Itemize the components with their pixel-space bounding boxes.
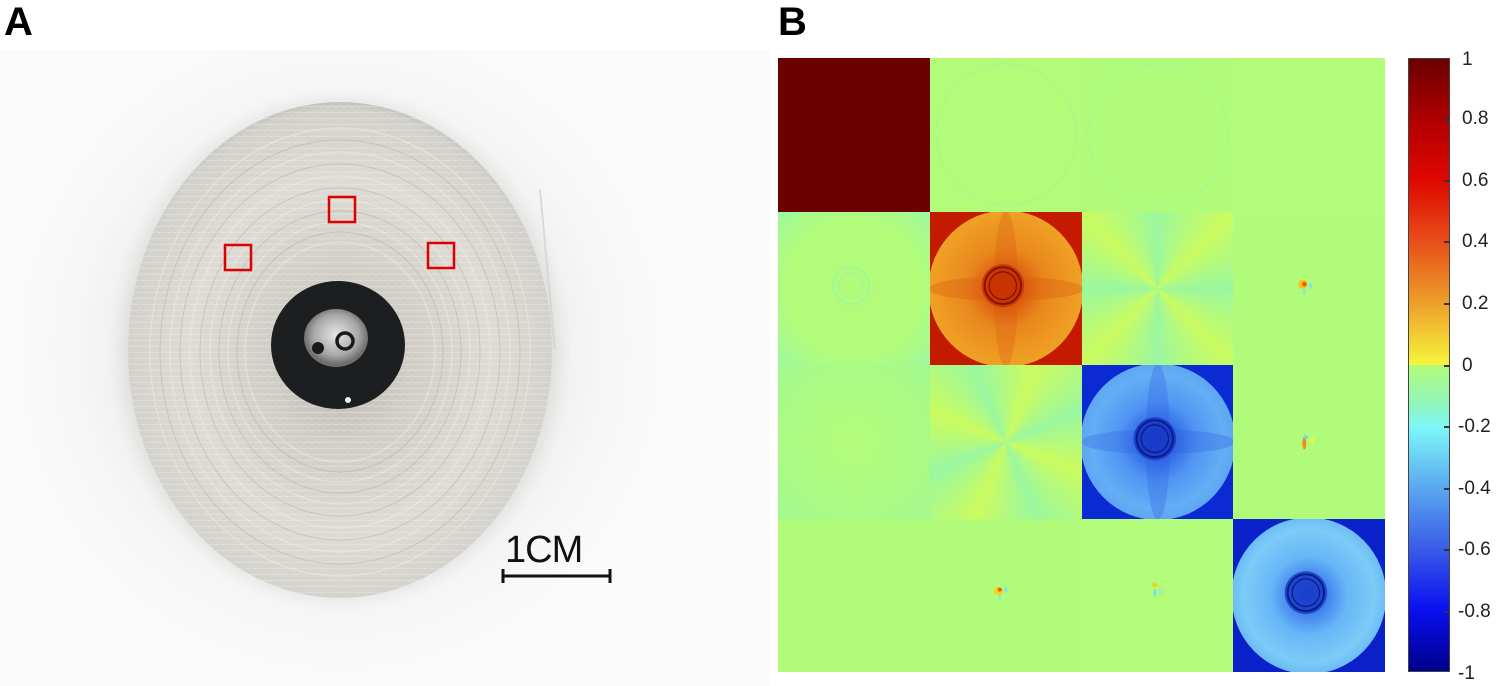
heatmap-cell-r2c2	[929, 211, 1082, 365]
hub-hole-right	[335, 331, 355, 351]
scale-bar	[501, 569, 612, 583]
background-crease	[539, 189, 556, 351]
colorbar-tick-label: -1	[1458, 663, 1475, 684]
heatmap-cell-r4c3	[1081, 518, 1234, 672]
colorbar-tick	[1444, 118, 1450, 120]
heatmap-cell-r4c2	[929, 518, 1082, 672]
heatmap-cell-r3c4	[1233, 365, 1385, 519]
colorbar-tick	[1444, 549, 1450, 551]
roi-marker-left	[223, 243, 253, 272]
heatmap-cell-r1c3	[1081, 58, 1234, 212]
correlation-heatmap-grid	[778, 58, 1385, 672]
colorbar-tick	[1444, 365, 1450, 367]
heatmap-cell-r1c1	[778, 58, 930, 212]
colorbar-tick	[1444, 180, 1450, 182]
heatmap-cell-r4c1	[778, 518, 930, 672]
heatmap-cell-r2c1	[778, 211, 930, 365]
colorbar-tick-label: -0.6	[1458, 539, 1491, 560]
colorbar-tick-label: 0	[1462, 355, 1473, 376]
colorbar-tick	[1444, 488, 1450, 490]
panel-a-label: A	[4, 0, 33, 44]
roi-marker-top	[327, 195, 357, 224]
electrode-photo: 1CM	[0, 50, 770, 686]
colorbar-tick-label: 0.6	[1462, 170, 1489, 191]
hub-hole-left	[312, 342, 324, 354]
colorbar-tick-label: 0.2	[1462, 293, 1489, 314]
heatmap-cell-r3c1	[778, 365, 930, 519]
scale-bar-label: 1CM	[505, 529, 583, 571]
heatmap-cell-r3c3	[1081, 365, 1234, 519]
colorbar-tick	[1444, 303, 1450, 305]
panel-b-label: B	[778, 0, 807, 44]
heatmap-cell-r2c4	[1233, 211, 1385, 365]
colorbar-tick-label: 0.4	[1462, 231, 1489, 252]
heatmap-cell-r4c4	[1233, 518, 1385, 672]
roi-marker-right	[426, 241, 456, 270]
concentric-shadows	[159, 139, 521, 565]
heatmap-cell-r3c2	[929, 365, 1082, 519]
colorbar-tick	[1444, 241, 1450, 243]
hub-glint	[345, 397, 351, 403]
heatmap-cell-r1c4	[1233, 58, 1385, 212]
heatmap-cell-r1c2	[929, 58, 1082, 212]
colorbar-tick-label: -0.8	[1458, 601, 1491, 622]
colorbar-tick-label: -0.2	[1458, 416, 1491, 437]
colorbar-tick	[1444, 611, 1450, 613]
colorbar-tick-label: -0.4	[1458, 478, 1491, 499]
colorbar-tick	[1444, 426, 1450, 428]
colorbar-tick-label: 1	[1462, 49, 1473, 70]
heatmap-cell-r2c3	[1081, 211, 1234, 365]
colorbar-tick-label: 0.8	[1462, 108, 1489, 129]
electrode-illustration	[108, 88, 612, 612]
